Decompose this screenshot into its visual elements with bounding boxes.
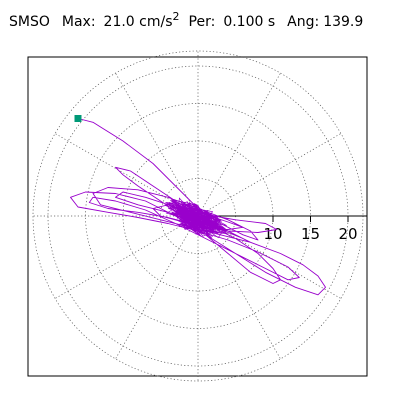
period-label: Per: bbox=[188, 14, 216, 30]
radial-axis: 10 15 20 bbox=[198, 215, 367, 243]
particle-motion-trace bbox=[70, 118, 326, 296]
max-label: Max: bbox=[61, 14, 96, 30]
max-value: 21.0 cm/s bbox=[103, 14, 173, 30]
start-marker bbox=[74, 115, 82, 122]
grid-spoke bbox=[197, 133, 342, 217]
axis-tick-label: 15 bbox=[301, 225, 320, 243]
start-point bbox=[74, 115, 82, 122]
grid-spoke bbox=[115, 215, 199, 360]
axis-tick-label: 10 bbox=[263, 225, 282, 243]
chart-header: SMSO Max: 21.0 cm/s2 Per: 0.100 s Ang: 139.9 bbox=[9, 10, 364, 30]
angle-label: Ang: bbox=[287, 14, 320, 30]
angle-value: 139.9 bbox=[323, 14, 364, 30]
grid-spoke bbox=[54, 215, 199, 299]
period-value: 0.100 s bbox=[223, 14, 276, 30]
trace-core bbox=[164, 197, 228, 239]
axis-tick-label: 20 bbox=[338, 225, 357, 243]
max-unit-exponent: 2 bbox=[172, 10, 180, 23]
station-code: SMSO bbox=[9, 14, 50, 30]
grid-spoke bbox=[197, 72, 281, 217]
grid-spoke bbox=[115, 72, 199, 217]
